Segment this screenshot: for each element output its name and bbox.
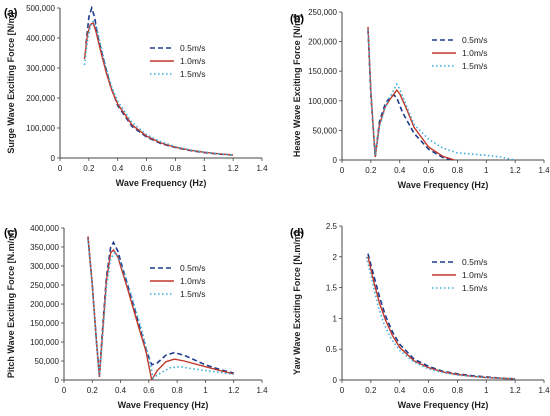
x-tick-label: 0.4: [394, 166, 406, 175]
x-tick-label: 0.8: [452, 166, 464, 175]
x-tick-label: 1.2: [510, 166, 522, 175]
legend-label: 0.5m/s: [462, 257, 488, 267]
x-axis-title: Wave Frequency (Hz): [398, 400, 489, 410]
legend-label: 0.5m/s: [180, 43, 206, 53]
legend-label: 0.5m/s: [462, 35, 488, 45]
y-axis-title: Yaw Wave Exciting Force [N.m/m]: [292, 231, 302, 375]
x-tick-label: 1.4: [256, 164, 268, 173]
series-line-3: [83, 20, 234, 156]
y-tick-label: 150,000: [308, 67, 337, 76]
x-axis-title: Wave Frequency (Hz): [118, 400, 209, 410]
x-tick-label: 0.4: [394, 386, 406, 395]
x-tick-label: 0: [58, 164, 63, 173]
y-tick-label: 150,000: [30, 319, 59, 328]
legend-label: 1.5m/s: [180, 69, 206, 79]
x-tick-label: 0.2: [87, 386, 99, 395]
y-axis-title: Surge Wave Exciting Force [N/m]: [6, 12, 16, 153]
series-line-3: [87, 239, 234, 380]
legend-label: 1.0m/s: [180, 276, 206, 286]
series-line-2: [367, 26, 455, 160]
legend-label: 1.0m/s: [180, 56, 206, 66]
y-tick-label: 250,000: [308, 8, 337, 17]
y-tick-label: 0: [51, 154, 56, 163]
series-line-2: [367, 256, 516, 380]
x-tick-label: 0.6: [143, 386, 155, 395]
x-tick-label: 0.8: [172, 386, 184, 395]
x-tick-label: 0: [340, 386, 345, 395]
y-axis-title: Heave Wave Exciting Force [N/m]: [292, 15, 302, 157]
x-tick-label: 1.2: [228, 164, 240, 173]
x-tick-label: 0.4: [115, 386, 127, 395]
y-tick-label: 50,000: [35, 357, 60, 366]
y-tick-label: 100,000: [308, 97, 337, 106]
y-tick-label: 100,000: [26, 124, 55, 133]
y-tick-label: 200,000: [26, 94, 55, 103]
x-tick-label: 1.2: [228, 386, 240, 395]
x-tick-label: 0.2: [83, 164, 95, 173]
series-line-1: [85, 6, 234, 156]
x-tick-label: 1: [484, 166, 489, 175]
chart-panel-2: (b) 0 0.2 0.4 0.6 0.8 1 1.2 1.4 0 50,000 100,000 150…: [290, 8, 550, 190]
series-line-3: [367, 29, 516, 160]
panel-label: (d): [290, 227, 304, 239]
panel-label: (c): [4, 227, 18, 239]
series-line-2: [83, 21, 234, 156]
y-tick-label: 200,000: [30, 300, 59, 309]
x-tick-label: 1.4: [538, 386, 550, 395]
legend-label: 1.0m/s: [462, 270, 488, 280]
x-axis-title: Wave Frequency (Hz): [116, 178, 207, 188]
x-tick-label: 1.2: [510, 386, 522, 395]
y-tick-label: 300,000: [30, 262, 59, 271]
x-tick-label: 0.2: [365, 386, 377, 395]
x-tick-label: 0.6: [423, 386, 435, 395]
y-tick-label: 350,000: [30, 243, 59, 252]
panel-label: (b): [290, 13, 304, 25]
series-line-1: [367, 253, 516, 380]
y-tick-label: 0: [55, 376, 60, 385]
y-tick-label: 2.5: [326, 222, 338, 231]
y-tick-label: 100,000: [30, 338, 59, 347]
y-tick-label: 50,000: [313, 126, 338, 135]
y-tick-label: 2: [333, 253, 338, 262]
y-tick-label: 400,000: [26, 34, 55, 43]
chart-panel-1: (a) 0 0.2 0.4 0.6 0.8 1 1.2 1.4 0 100,000 200,000 30…: [4, 4, 268, 188]
legend-label: 1.5m/s: [462, 283, 488, 293]
series-line-2: [87, 236, 234, 380]
x-tick-label: 1.4: [256, 386, 268, 395]
y-tick-label: 0: [333, 376, 338, 385]
y-tick-label: 300,000: [26, 64, 55, 73]
chart-panel-4: (d) 0 0.2 0.4 0.6 0.8 1 1.2 1.4 0 0.5 1 1.5 2 2.5 Wave …: [290, 222, 550, 410]
x-tick-label: 0.6: [423, 166, 435, 175]
x-tick-label: 0.8: [170, 164, 182, 173]
y-tick-label: 250,000: [30, 281, 59, 290]
x-tick-label: 0: [340, 166, 345, 175]
y-tick-label: 200,000: [308, 38, 337, 47]
x-tick-label: 0: [62, 386, 67, 395]
x-tick-label: 0.6: [141, 164, 153, 173]
x-tick-label: 1.4: [538, 166, 550, 175]
x-tick-label: 0.2: [365, 166, 377, 175]
legend-label: 1.5m/s: [462, 61, 488, 71]
y-tick-label: 500,000: [26, 4, 55, 13]
x-tick-label: 1: [203, 386, 208, 395]
x-tick-label: 1: [202, 164, 207, 173]
x-tick-label: 0.4: [112, 164, 124, 173]
y-axis-title: Pitch Wave Exciting Force [N.m/m]: [6, 230, 16, 378]
legend-label: 1.0m/s: [462, 48, 488, 58]
y-tick-label: 0: [333, 156, 338, 165]
x-tick-label: 1: [484, 386, 489, 395]
x-tick-label: 0.8: [452, 386, 464, 395]
legend-label: 1.5m/s: [180, 289, 206, 299]
y-tick-label: 0.5: [326, 345, 338, 354]
series-line-1: [367, 29, 452, 160]
y-tick-label: 400,000: [30, 224, 59, 233]
panel-label: (a): [4, 7, 18, 19]
y-tick-label: 1.5: [326, 284, 338, 293]
chart-panel-3: (c) 0 0.2 0.4 0.6 0.8 1 1.2 1.4 0 50,000 100,000 150…: [4, 224, 268, 410]
y-tick-label: 1: [333, 314, 338, 323]
x-axis-title: Wave Frequency (Hz): [398, 180, 489, 190]
legend-label: 0.5m/s: [180, 263, 206, 273]
